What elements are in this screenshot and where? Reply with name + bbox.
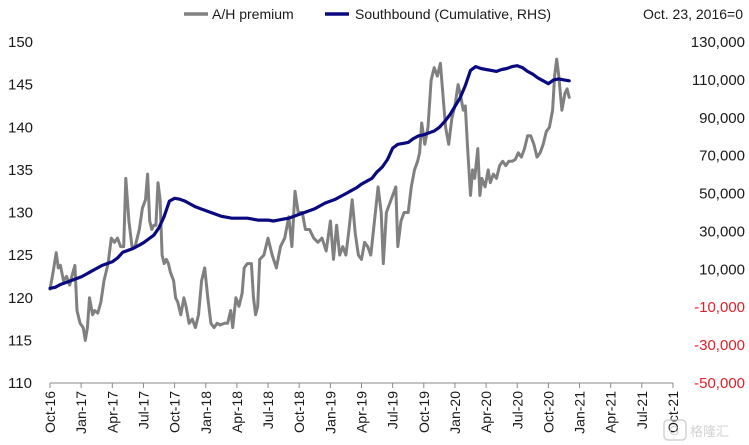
x-tick-label: Oct-16	[42, 391, 58, 433]
right-tick-label: 30,000	[699, 223, 745, 240]
series-line-southbound	[48, 64, 571, 290]
x-tick-label: Oct-19	[416, 391, 432, 433]
left-tick-label: 130	[8, 205, 33, 222]
x-tick-label: Jan-21	[572, 391, 588, 434]
x-axis-ticks: Oct-16 Jan-17 Apr-17 Jul-17 Oct-17 Jan-18 Apr-…	[42, 383, 681, 434]
series-layer	[48, 57, 571, 342]
x-tick-label: Oct-18	[291, 391, 307, 433]
x-tick-label: Apr-19	[354, 391, 370, 433]
legend-label-southbound: Southbound (Cumulative, RHS)	[355, 6, 551, 22]
x-tick-label: Jul-18	[260, 391, 276, 429]
x-tick-label: Oct-17	[167, 391, 183, 433]
left-tick-label: 145	[8, 77, 33, 94]
right-tick-label: 50,000	[699, 186, 745, 203]
left-tick-label: 150	[8, 34, 33, 51]
x-tick-label: Oct-21	[665, 391, 681, 433]
x-tick-label: Jul-20	[509, 391, 525, 429]
left-tick-label: 120	[8, 290, 33, 307]
right-tick-label: 90,000	[699, 110, 745, 127]
x-tick-label: Apr-21	[603, 391, 619, 433]
watermark: G 格隆汇	[663, 419, 729, 441]
right-tick-label: 10,000	[699, 261, 745, 278]
base-date-note: Oct. 23, 2016=0	[643, 6, 743, 22]
watermark-logo-letter: G	[669, 423, 679, 438]
x-tick-label: Jul-17	[135, 391, 151, 429]
right-tick-label: -50,000	[694, 375, 745, 392]
right-tick-label: 70,000	[699, 148, 745, 165]
left-tick-label: 125	[8, 247, 33, 264]
x-tick-label: Apr-17	[104, 391, 120, 433]
right-tick-label: 110,000	[692, 72, 745, 89]
x-tick-label: Jul-19	[385, 391, 401, 429]
left-tick-label: 110	[8, 375, 32, 392]
legend: A/H premium Southbound (Cumulative, RHS)	[184, 6, 551, 22]
x-tick-label: Jan-18	[198, 391, 214, 434]
x-tick-label: Jan-20	[447, 391, 463, 434]
left-tick-label: 115	[8, 332, 32, 349]
right-axis-ticks: -50,000 -30,000 -10,000 10,000 30,000 50,000 7…	[691, 34, 745, 392]
x-tick-label: Apr-18	[229, 391, 245, 433]
legend-label-ah-premium: A/H premium	[212, 6, 294, 22]
x-tick-label: Oct-20	[540, 391, 556, 433]
left-tick-label: 135	[8, 162, 33, 179]
right-tick-label: -10,000	[694, 299, 745, 316]
series-line-ah-premium	[48, 57, 571, 342]
x-tick-label: Jan-19	[322, 391, 338, 434]
watermark-logo-icon	[663, 419, 687, 441]
left-tick-label: 140	[8, 119, 33, 136]
left-axis-ticks: 110 115 120 125 130 135 140 145 150	[8, 34, 33, 392]
right-tick-label: 130,000	[691, 34, 745, 51]
x-tick-label: Jul-21	[634, 391, 650, 429]
x-tick-label: Jan-17	[73, 391, 89, 434]
right-tick-label: -30,000	[694, 337, 745, 354]
watermark-text: 格隆汇	[690, 424, 729, 439]
x-tick-label: Apr-20	[478, 391, 494, 433]
